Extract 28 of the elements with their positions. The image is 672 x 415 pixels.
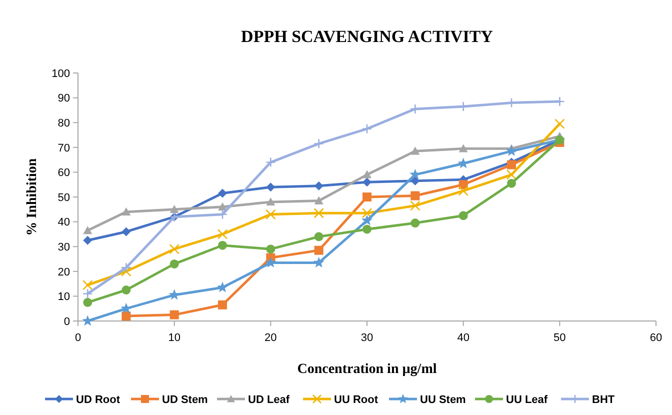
legend-label: UD Root: [76, 394, 120, 406]
x-tick-label: 50: [554, 332, 566, 344]
legend-label: UU Leaf: [506, 394, 548, 406]
y-tick-label: 40: [58, 216, 70, 229]
x-tick-label: 40: [457, 332, 470, 344]
x-tick-label: 20: [264, 332, 277, 344]
y-tick-label: 100: [52, 68, 70, 80]
y-tick-label: 30: [58, 241, 70, 254]
y-tick-label: 60: [58, 167, 70, 180]
x-tick-label: 0: [74, 332, 82, 344]
chart-title: DPPH SCAVENGING ACTIVITY: [241, 27, 493, 46]
legend-label: UD Stem: [162, 394, 208, 406]
y-tick-label: 80: [58, 117, 70, 130]
x-tick-label: 30: [360, 332, 374, 344]
y-tick-label: 0: [64, 316, 70, 328]
y-tick-label: 20: [58, 266, 70, 278]
x-tick-label: 60: [650, 332, 662, 344]
y-axis-title: % Inhibition: [25, 158, 40, 236]
legend-label: UU Root: [334, 394, 378, 406]
y-tick-label: 50: [58, 192, 70, 204]
x-tick-label: 10: [168, 332, 180, 344]
y-tick-label: 70: [58, 142, 70, 154]
legend-label: UU Stem: [420, 394, 466, 406]
y-tick-label: 10: [58, 291, 70, 304]
legend-label: BHT: [592, 394, 615, 406]
y-tick-label: 90: [58, 92, 70, 105]
legend-label: UD Leaf: [248, 394, 290, 406]
x-axis-title: Concentration in µg/ml: [297, 362, 437, 377]
